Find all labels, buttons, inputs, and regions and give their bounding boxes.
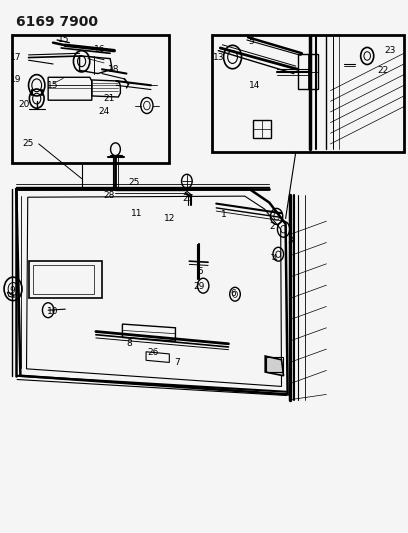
Bar xyxy=(29,261,102,298)
Text: 15: 15 xyxy=(47,81,59,90)
Text: 14: 14 xyxy=(249,81,261,90)
Bar xyxy=(253,120,271,138)
Text: 6169 7900: 6169 7900 xyxy=(16,15,98,29)
Text: 2: 2 xyxy=(270,222,275,231)
Text: 26: 26 xyxy=(147,349,159,357)
Text: 8: 8 xyxy=(127,340,133,348)
Bar xyxy=(298,54,318,89)
Text: 10: 10 xyxy=(47,308,58,316)
Text: 20: 20 xyxy=(19,100,30,109)
Text: 28: 28 xyxy=(104,191,115,199)
Text: 5: 5 xyxy=(248,37,254,46)
Text: 23: 23 xyxy=(384,46,395,54)
Text: 25: 25 xyxy=(22,140,33,148)
Text: 18: 18 xyxy=(108,65,119,74)
Text: 21: 21 xyxy=(104,94,115,103)
Bar xyxy=(212,35,404,152)
Text: 27: 27 xyxy=(182,194,193,203)
Text: 1: 1 xyxy=(221,210,226,219)
Text: 9: 9 xyxy=(9,286,15,295)
Text: 24: 24 xyxy=(98,108,110,116)
Text: 15: 15 xyxy=(58,36,69,44)
Text: 25: 25 xyxy=(128,178,140,187)
Text: 13: 13 xyxy=(213,53,224,61)
Text: 12: 12 xyxy=(164,214,175,223)
Text: 4: 4 xyxy=(271,254,277,263)
Text: 6: 6 xyxy=(231,289,236,297)
Text: 29: 29 xyxy=(193,282,205,291)
Text: 5: 5 xyxy=(197,268,203,276)
Bar xyxy=(266,357,283,372)
Text: 22: 22 xyxy=(377,66,388,75)
Text: 3: 3 xyxy=(288,237,293,245)
Text: 7: 7 xyxy=(175,358,180,367)
Text: 11: 11 xyxy=(131,209,142,217)
Bar xyxy=(33,265,94,294)
Bar xyxy=(12,35,169,163)
Polygon shape xyxy=(265,356,284,376)
Text: 19: 19 xyxy=(10,76,21,84)
Text: 16: 16 xyxy=(94,45,106,53)
Text: 17: 17 xyxy=(10,53,21,61)
